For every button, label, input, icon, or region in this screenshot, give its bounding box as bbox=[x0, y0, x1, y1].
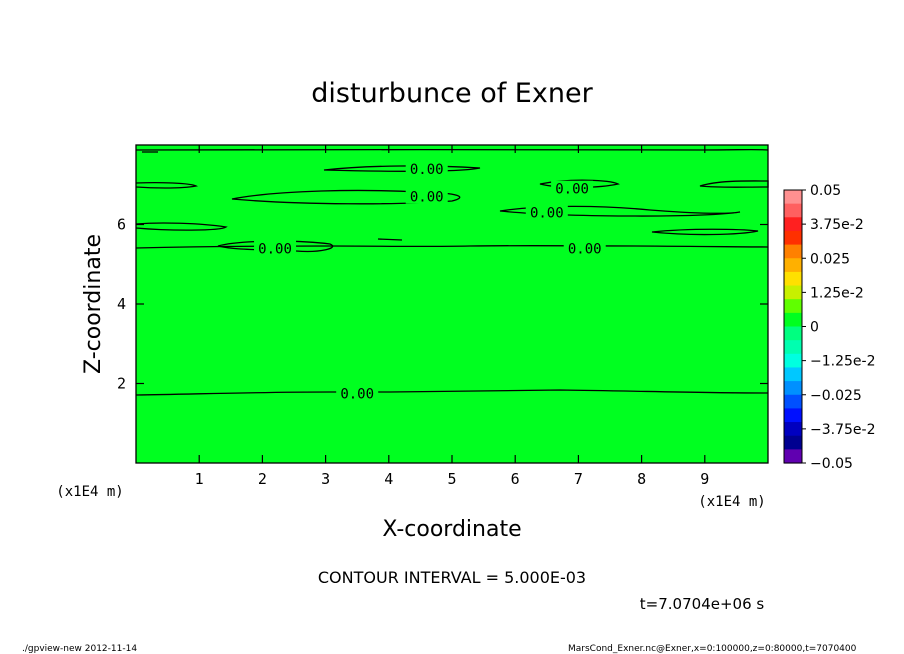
contour-line bbox=[499, 205, 741, 217]
contour-label-bg bbox=[405, 188, 448, 204]
x-tick-label: 9 bbox=[700, 470, 709, 488]
colorbar-band bbox=[784, 353, 802, 369]
x-tick-label: 6 bbox=[511, 470, 520, 488]
time-stamp: t=7.0704e+06 s bbox=[640, 595, 765, 613]
footer-left: ./gpview-new 2012-11-14 bbox=[22, 644, 137, 654]
colorbar-label: 0 bbox=[810, 320, 819, 336]
contour-label: 0.00 bbox=[568, 241, 602, 257]
colorbar-band bbox=[784, 326, 802, 341]
contour-line bbox=[377, 238, 403, 241]
contour-label: 0.00 bbox=[530, 206, 564, 222]
colorbar-band bbox=[784, 285, 802, 300]
axis-ticks bbox=[136, 145, 768, 463]
contour-label: 0.00 bbox=[258, 241, 292, 257]
chart-title: disturbunce of Exner bbox=[311, 78, 593, 109]
y-tick-label: 2 bbox=[117, 375, 126, 393]
contour-lines bbox=[135, 148, 769, 396]
colorbar-band bbox=[784, 408, 802, 423]
contour-line bbox=[323, 165, 481, 172]
contour-label-bg bbox=[525, 204, 568, 220]
x-tick-label: 1 bbox=[195, 470, 204, 488]
contour-line bbox=[231, 189, 461, 205]
colorbar-band bbox=[784, 367, 802, 382]
colorbar-band bbox=[784, 271, 802, 287]
x-unit-label: (x1E4 m) bbox=[698, 494, 765, 510]
y-tick-label: 6 bbox=[117, 216, 126, 234]
colorbar-band bbox=[784, 190, 802, 205]
contour-line bbox=[135, 222, 228, 231]
contour-line bbox=[135, 389, 769, 396]
colorbar-label: −0.05 bbox=[810, 456, 853, 472]
x-tick-label: 3 bbox=[321, 470, 330, 488]
colorbar-band bbox=[784, 299, 802, 314]
colorbar-band bbox=[784, 381, 802, 396]
y-tick-label: 4 bbox=[117, 295, 126, 313]
x-tick-label: 5 bbox=[447, 470, 456, 488]
contour-label: 0.00 bbox=[410, 162, 444, 178]
colorbar-band bbox=[784, 394, 802, 409]
colorbar-band bbox=[784, 203, 802, 218]
x-axis-label: X-coordinate bbox=[382, 517, 521, 542]
colorbar-band bbox=[784, 340, 802, 355]
contour-label: 0.00 bbox=[340, 386, 374, 402]
colorbar-label: −1.25e-2 bbox=[810, 354, 875, 370]
contour-label-bg bbox=[551, 180, 594, 196]
colorbar-band bbox=[784, 258, 802, 273]
contour-label-bg bbox=[336, 385, 379, 401]
y-tick-labels: 2 4 6 bbox=[117, 216, 126, 393]
contour-label: 0.00 bbox=[410, 190, 444, 206]
plot-area: 0.00 0.00 0.00 0.00 0.00 0.00 0.00 1 2 3 4 5 6 7 8 9 2… bbox=[117, 144, 769, 488]
colorbar-band bbox=[784, 230, 802, 246]
colorbar-label: −0.025 bbox=[810, 388, 862, 404]
y-axis-label: Z-coordinate bbox=[81, 234, 106, 374]
x-tick-label: 7 bbox=[574, 470, 583, 488]
colorbar-label: 0.025 bbox=[810, 251, 850, 267]
colorbar-band bbox=[784, 244, 802, 259]
field-fill bbox=[136, 145, 768, 463]
contour-label-bg bbox=[254, 240, 297, 256]
colorbar-band bbox=[784, 312, 802, 328]
x-tick-label: 4 bbox=[384, 470, 393, 488]
x-tick-label: 2 bbox=[258, 470, 267, 488]
contour-labels: 0.00 0.00 0.00 0.00 0.00 0.00 0.00 bbox=[254, 160, 606, 402]
contour-line bbox=[135, 244, 769, 249]
y-unit-label: (x1E4 m) bbox=[56, 484, 123, 500]
colorbar-label: 0.05 bbox=[810, 183, 841, 199]
colorbar-band bbox=[784, 422, 802, 437]
colorbar-band bbox=[784, 449, 802, 464]
colorbar: 0.05 3.75e-2 0.025 1.25e-2 0 −1.25e-2 −0.025 −3… bbox=[783, 183, 875, 472]
colorbar-band bbox=[784, 217, 802, 232]
colorbar-label: 3.75e-2 bbox=[810, 217, 864, 233]
colorbar-band bbox=[784, 435, 802, 450]
contour-interval-note: CONTOUR INTERVAL = 5.000E-03 bbox=[318, 568, 586, 587]
contour-label: 0.00 bbox=[555, 182, 589, 198]
contour-label-bg bbox=[563, 240, 606, 256]
x-tick-labels: 1 2 3 4 5 6 7 8 9 bbox=[195, 470, 710, 488]
contour-line bbox=[135, 181, 199, 189]
contour-label-bg bbox=[405, 160, 448, 176]
x-tick-label: 8 bbox=[637, 470, 646, 488]
footer-right: MarsCond_Exner.nc@Exner,x=0:100000,z=0:8… bbox=[568, 644, 857, 654]
contour-line bbox=[651, 228, 759, 236]
colorbar-label: −3.75e-2 bbox=[810, 422, 875, 438]
colorbar-label: 1.25e-2 bbox=[810, 285, 864, 301]
